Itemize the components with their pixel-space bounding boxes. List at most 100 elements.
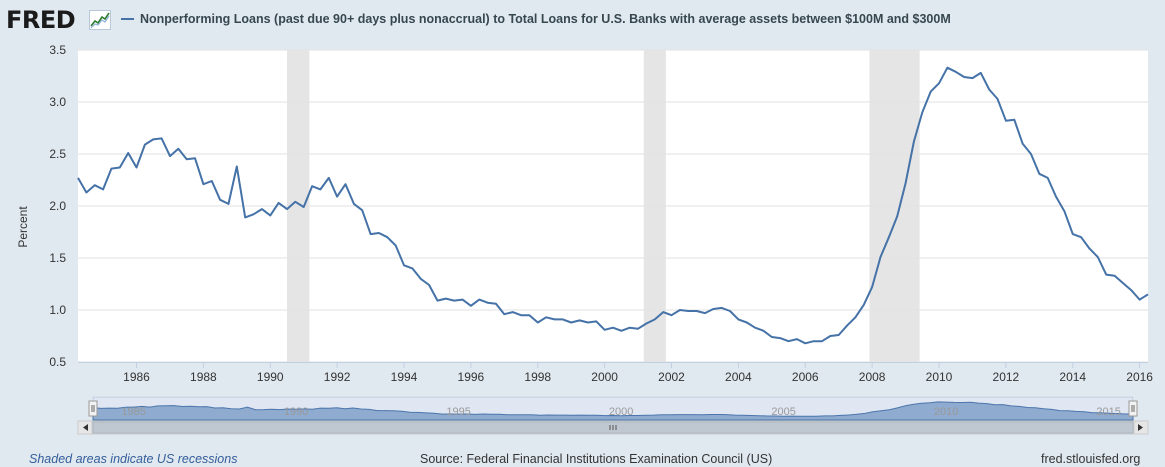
data-point[interactable]	[921, 112, 923, 114]
drag-handle-icon[interactable]	[88, 400, 98, 417]
data-point[interactable]	[855, 316, 857, 318]
data-point[interactable]	[646, 323, 648, 325]
data-point[interactable]	[236, 166, 238, 168]
data-point[interactable]	[896, 216, 898, 218]
data-point[interactable]	[654, 319, 656, 321]
data-point[interactable]	[420, 278, 422, 280]
data-point[interactable]	[913, 141, 915, 143]
data-point[interactable]	[445, 298, 447, 300]
data-point[interactable]	[127, 152, 129, 154]
data-point[interactable]	[495, 303, 497, 305]
data-point[interactable]	[796, 338, 798, 340]
data-point[interactable]	[286, 208, 288, 210]
data-point[interactable]	[504, 313, 506, 315]
data-point[interactable]	[437, 300, 439, 302]
data-point[interactable]	[938, 82, 940, 84]
data-point[interactable]	[178, 148, 180, 150]
data-point[interactable]	[462, 299, 464, 301]
data-point[interactable]	[804, 342, 806, 344]
data-point[interactable]	[754, 327, 756, 329]
data-point[interactable]	[687, 310, 689, 312]
data-point[interactable]	[345, 183, 347, 185]
data-point[interactable]	[704, 312, 706, 314]
data-point[interactable]	[738, 319, 740, 321]
data-point[interactable]	[763, 330, 765, 332]
data-point[interactable]	[997, 98, 999, 100]
data-point[interactable]	[1147, 294, 1149, 296]
data-point[interactable]	[203, 183, 205, 185]
data-point[interactable]	[988, 89, 990, 91]
data-point[interactable]	[303, 206, 305, 208]
data-point[interactable]	[1039, 173, 1041, 175]
data-point[interactable]	[478, 299, 480, 301]
data-point[interactable]	[947, 67, 949, 69]
data-point[interactable]	[1005, 120, 1007, 122]
data-point[interactable]	[1030, 153, 1032, 155]
data-point[interactable]	[1047, 177, 1049, 179]
fred-logo[interactable]: FRED	[6, 6, 76, 34]
data-point[interactable]	[621, 330, 623, 332]
data-point[interactable]	[1072, 233, 1074, 235]
data-point[interactable]	[562, 319, 564, 321]
data-point[interactable]	[662, 311, 664, 313]
data-point[interactable]	[838, 334, 840, 336]
data-point[interactable]	[152, 139, 154, 141]
data-point[interactable]	[863, 304, 865, 306]
data-point[interactable]	[1080, 236, 1082, 238]
data-point[interactable]	[186, 158, 188, 160]
data-point[interactable]	[228, 203, 230, 205]
data-point[interactable]	[963, 76, 965, 78]
data-point[interactable]	[905, 182, 907, 184]
scroll-left-arrow-icon[interactable]	[77, 420, 93, 435]
data-point[interactable]	[1105, 274, 1107, 276]
data-point[interactable]	[579, 320, 581, 322]
data-point[interactable]	[470, 305, 472, 307]
data-point[interactable]	[336, 196, 338, 198]
data-point[interactable]	[972, 77, 974, 79]
data-point[interactable]	[194, 157, 196, 159]
chart-svg[interactable]: 0.51.01.52.02.53.03.5 1986 1988 1990 1992 19…	[0, 40, 1165, 435]
data-point[interactable]	[295, 201, 297, 203]
scroll-right-arrow-icon[interactable]	[1133, 420, 1149, 435]
data-point[interactable]	[604, 329, 606, 331]
data-point[interactable]	[102, 189, 104, 191]
data-point[interactable]	[94, 184, 96, 186]
data-point[interactable]	[161, 138, 163, 140]
navigator-mask[interactable]	[93, 397, 1133, 420]
data-point[interactable]	[1114, 275, 1116, 277]
data-point[interactable]	[1013, 119, 1015, 121]
data-point[interactable]	[595, 321, 597, 323]
data-point[interactable]	[888, 236, 890, 238]
site-link[interactable]: fred.stlouisfed.org	[1041, 452, 1141, 466]
data-point[interactable]	[721, 307, 723, 309]
data-point[interactable]	[1122, 282, 1124, 284]
data-point[interactable]	[713, 308, 715, 310]
data-point[interactable]	[729, 310, 731, 312]
data-point[interactable]	[370, 233, 372, 235]
data-point[interactable]	[487, 302, 489, 304]
data-point[interactable]	[361, 209, 363, 211]
data-point[interactable]	[119, 167, 121, 169]
data-point[interactable]	[386, 236, 388, 238]
data-point[interactable]	[696, 310, 698, 312]
data-point[interactable]	[261, 208, 263, 210]
data-point[interactable]	[529, 314, 531, 316]
data-point[interactable]	[169, 155, 171, 157]
data-point[interactable]	[545, 316, 547, 318]
data-point[interactable]	[111, 168, 113, 170]
data-point[interactable]	[428, 284, 430, 286]
data-point[interactable]	[955, 71, 957, 73]
data-point[interactable]	[412, 268, 414, 270]
data-point[interactable]	[520, 314, 522, 316]
data-point[interactable]	[771, 336, 773, 338]
line-graph-icon[interactable]	[89, 10, 111, 30]
data-point[interactable]	[637, 328, 639, 330]
data-point[interactable]	[537, 322, 539, 324]
data-point[interactable]	[311, 185, 313, 187]
data-point[interactable]	[612, 327, 614, 329]
data-point[interactable]	[512, 311, 514, 313]
data-point[interactable]	[269, 215, 271, 217]
data-point[interactable]	[403, 264, 405, 266]
data-point[interactable]	[1130, 289, 1132, 291]
data-point[interactable]	[1064, 210, 1066, 212]
